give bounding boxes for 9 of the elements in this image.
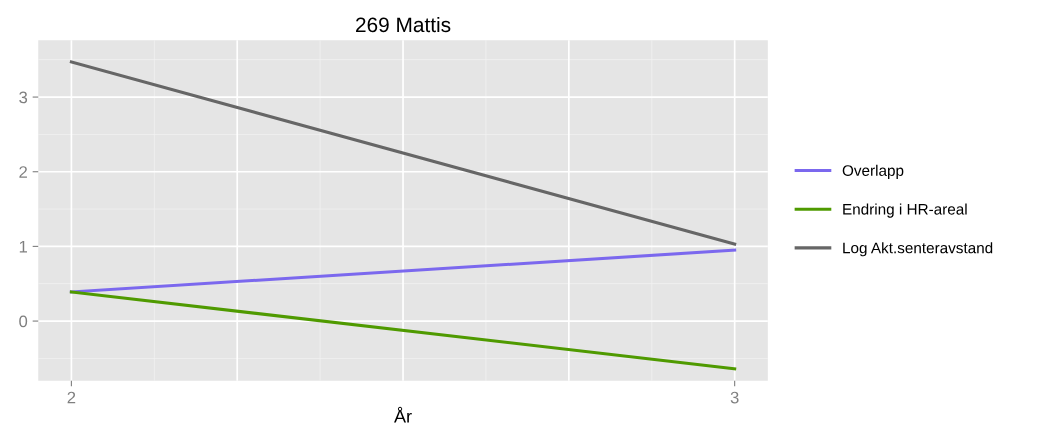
x-axis-title: År [394,406,412,423]
chart-title: 269 Mattis [356,16,451,33]
legend-label: Endring i HR-areal [843,203,967,218]
legend-label: Overlapp [842,164,904,179]
y-tick-label: 0 [19,315,28,328]
legend-label: Log Akt.senteravstand [843,242,993,257]
y-tick-label: 3 [19,91,28,104]
y-tick-label: 2 [19,166,27,178]
y-tick-label: 1 [19,240,27,253]
